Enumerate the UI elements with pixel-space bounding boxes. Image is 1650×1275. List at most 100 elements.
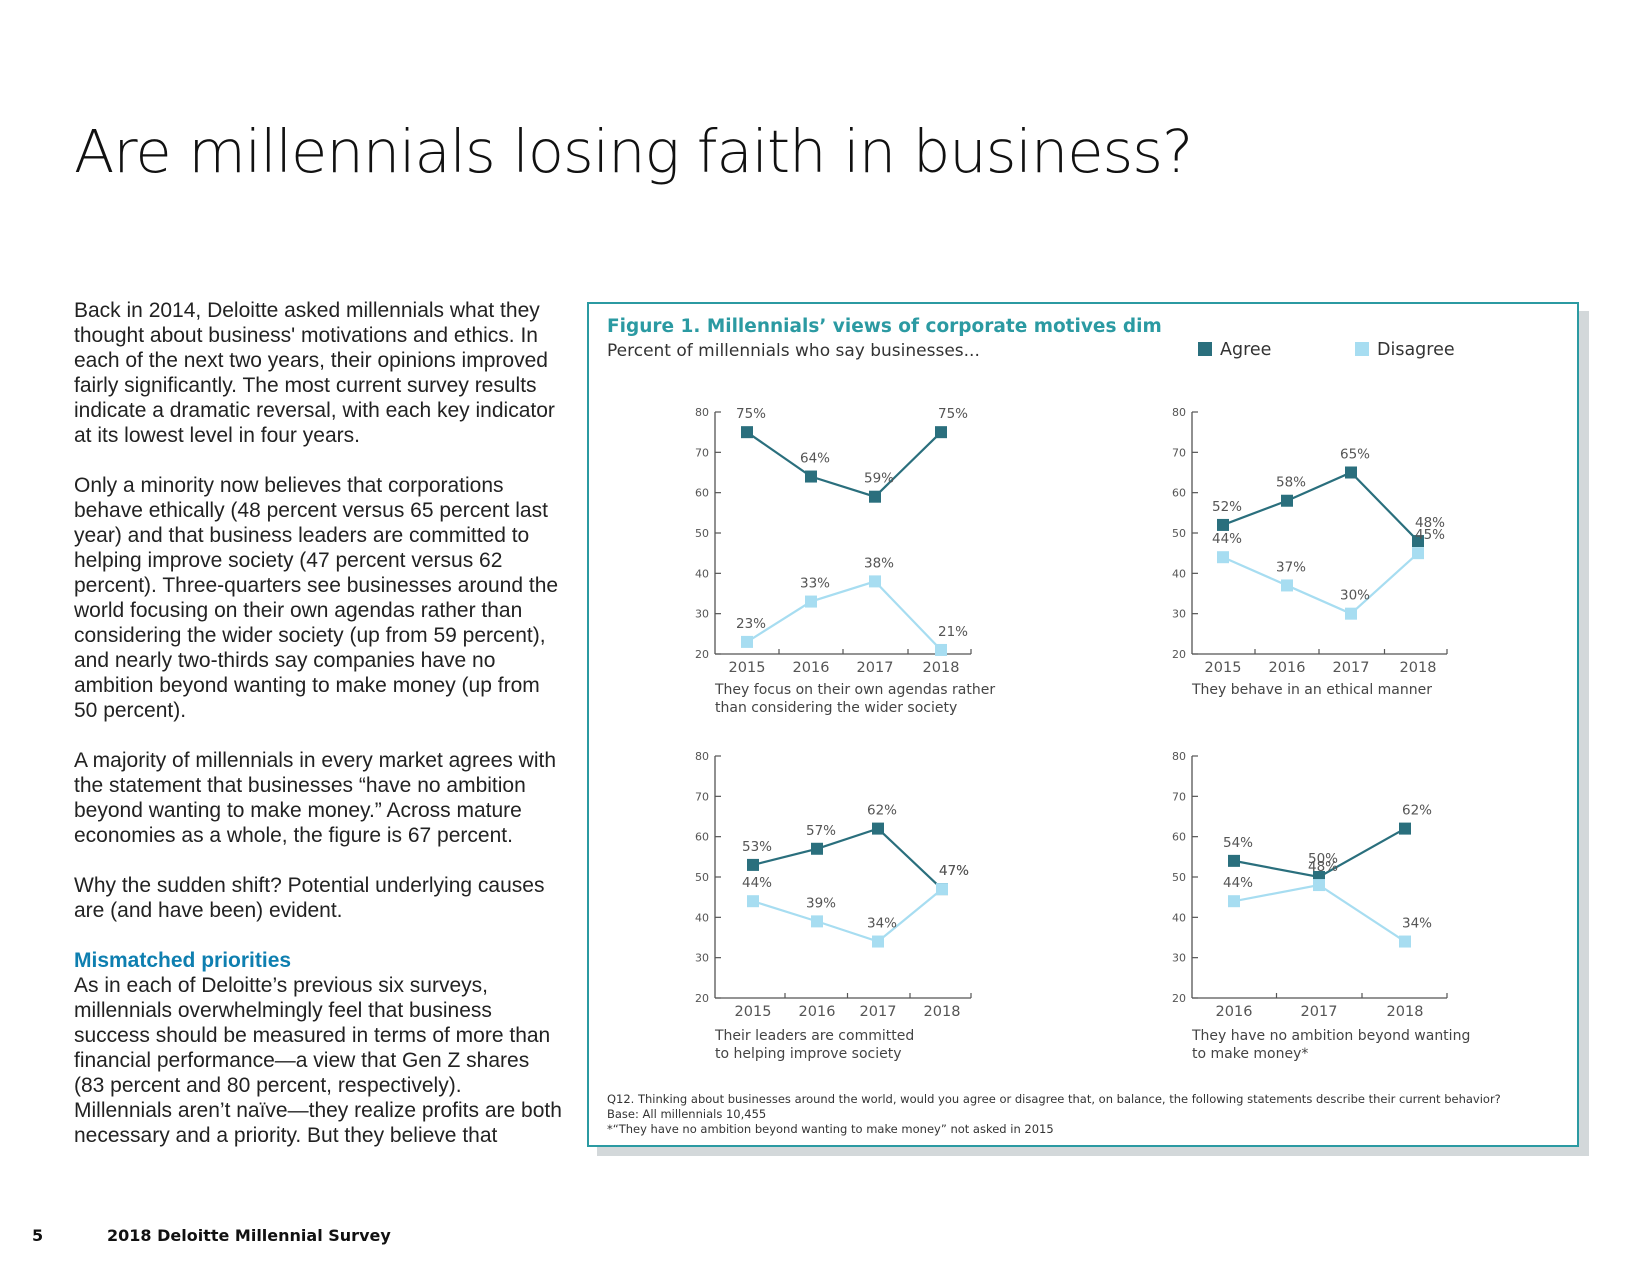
figure-panel: Figure 1. Millennials’ views of corporat… xyxy=(587,302,1579,1147)
section-paragraph: As in each of Deloitte’s previous six su… xyxy=(74,974,562,1147)
data-label: 75% xyxy=(736,406,766,422)
data-point-disagree xyxy=(1399,935,1411,948)
data-label: 57% xyxy=(806,823,836,839)
figure-subtitle: Percent of millennials who say businesse… xyxy=(607,341,980,361)
legend-label-disagree: Disagree xyxy=(1377,340,1455,360)
data-point-disagree xyxy=(811,915,823,928)
data-point-disagree xyxy=(805,595,817,608)
data-point-disagree xyxy=(1313,879,1325,892)
chart-caption: than considering the wider society xyxy=(715,700,957,716)
data-point-agree xyxy=(741,426,753,439)
chart-caption: They behave in an ethical manner xyxy=(1191,682,1432,698)
data-point-agree xyxy=(1217,518,1229,531)
section-heading: Mismatched priorities xyxy=(74,949,292,972)
y-tick-label: 80 xyxy=(695,750,709,763)
y-tick-label: 50 xyxy=(1172,527,1186,540)
data-point-agree xyxy=(1281,494,1293,507)
data-label: 30% xyxy=(1340,588,1370,604)
series-line-agree xyxy=(746,431,942,498)
y-tick-label: 70 xyxy=(1172,446,1186,459)
data-point-disagree xyxy=(935,643,947,656)
data-label: 34% xyxy=(867,916,897,932)
y-tick-label: 70 xyxy=(695,790,709,803)
data-point-agree xyxy=(1345,466,1357,479)
data-label: 64% xyxy=(800,451,830,467)
note-base: Base: All millennials 10,455 xyxy=(607,1107,767,1121)
data-label: 47% xyxy=(939,863,969,879)
data-label: 48% xyxy=(1415,515,1445,531)
x-tick-label: 2018 xyxy=(924,1004,961,1020)
y-tick-label: 50 xyxy=(695,527,709,540)
data-label: 34% xyxy=(1402,916,1432,932)
figure-notes: Q12. Thinking about businesses around th… xyxy=(607,1092,1501,1137)
y-tick-label: 80 xyxy=(1172,750,1186,763)
x-tick-label: 2016 xyxy=(793,660,830,676)
data-point-disagree xyxy=(869,575,881,588)
data-label: 47% xyxy=(939,863,969,879)
x-tick-label: 2017 xyxy=(1333,660,1370,676)
legend-item-disagree: Disagree xyxy=(1355,340,1455,360)
data-label: 44% xyxy=(1223,875,1253,891)
data-point-agree xyxy=(811,842,823,855)
chart-caption: to make money* xyxy=(1192,1046,1308,1062)
x-tick-label: 2016 xyxy=(1216,1004,1253,1020)
note-asterisk: *“They have no ambition beyond wanting t… xyxy=(607,1122,1054,1136)
y-tick-label: 30 xyxy=(695,608,709,621)
data-label: 50% xyxy=(1308,851,1338,867)
x-tick-label: 2018 xyxy=(923,660,960,676)
x-tick-label: 2015 xyxy=(735,1004,772,1020)
x-tick-label: 2017 xyxy=(857,660,894,676)
y-tick-label: 40 xyxy=(1172,567,1186,580)
data-point-disagree xyxy=(1281,579,1293,592)
series-line-disagree xyxy=(746,580,942,651)
data-label: 37% xyxy=(1276,559,1306,575)
data-point-disagree xyxy=(1217,551,1229,564)
x-tick-label: 2016 xyxy=(799,1004,836,1020)
charts-svg: 20 30 40 50 60 70 80 2015 2016 2017 2018 75% 64% 59% 7… xyxy=(695,406,1470,1062)
series-line-disagree xyxy=(1233,883,1406,943)
data-point-agree xyxy=(1412,535,1424,548)
data-label: 75% xyxy=(938,406,968,422)
data-label: 52% xyxy=(1212,499,1242,515)
series-line-disagree xyxy=(752,888,943,943)
legend-swatch-agree xyxy=(1198,342,1212,356)
paragraph: A majority of millennials in every marke… xyxy=(74,749,557,847)
y-tick-label: 20 xyxy=(695,992,709,1005)
y-tick-label: 70 xyxy=(1172,790,1186,803)
data-point-agree xyxy=(1228,854,1240,867)
y-tick-label: 60 xyxy=(1172,831,1186,844)
data-label: 62% xyxy=(1402,803,1432,819)
data-label: 48% xyxy=(1308,859,1338,875)
legend-item-agree: Agree xyxy=(1198,340,1271,360)
chart-caption: They focus on their own agendas rather xyxy=(714,682,995,698)
data-point-agree xyxy=(747,858,759,871)
y-tick-label: 50 xyxy=(1172,871,1186,884)
y-tick-label: 80 xyxy=(1172,406,1186,419)
data-label: 44% xyxy=(742,875,772,891)
x-tick-label: 2017 xyxy=(860,1004,897,1020)
data-point-disagree xyxy=(872,935,884,948)
data-point-disagree xyxy=(936,883,948,896)
legend-label-agree: Agree xyxy=(1220,340,1272,360)
y-tick-label: 50 xyxy=(695,871,709,884)
figure-title: Figure 1. Millennials’ views of corporat… xyxy=(607,316,1162,337)
x-tick-label: 2015 xyxy=(729,660,766,676)
y-tick-label: 40 xyxy=(1172,911,1186,924)
data-label: 39% xyxy=(806,895,836,911)
footer-title: 2018 Deloitte Millennial Survey xyxy=(107,1226,391,1245)
x-tick-label: 2018 xyxy=(1400,660,1437,676)
series-line-agree xyxy=(1222,471,1419,542)
data-point-agree xyxy=(869,490,881,503)
page-number: 5 xyxy=(32,1226,44,1245)
y-tick-label: 30 xyxy=(1172,952,1186,965)
data-point-disagree xyxy=(741,635,753,648)
data-label: 21% xyxy=(938,624,968,640)
series-line-disagree xyxy=(1222,552,1419,615)
paragraph: Why the sudden shift? Potential underlyi… xyxy=(74,874,545,922)
paragraph: Only a minority now believes that corpor… xyxy=(74,474,559,722)
chart-caption: Their leaders are committed xyxy=(714,1028,914,1044)
y-tick-label: 80 xyxy=(695,406,709,419)
data-point-agree xyxy=(1399,822,1411,835)
legend-swatch-disagree xyxy=(1355,342,1369,356)
note-question: Q12. Thinking about businesses around th… xyxy=(607,1092,1501,1106)
